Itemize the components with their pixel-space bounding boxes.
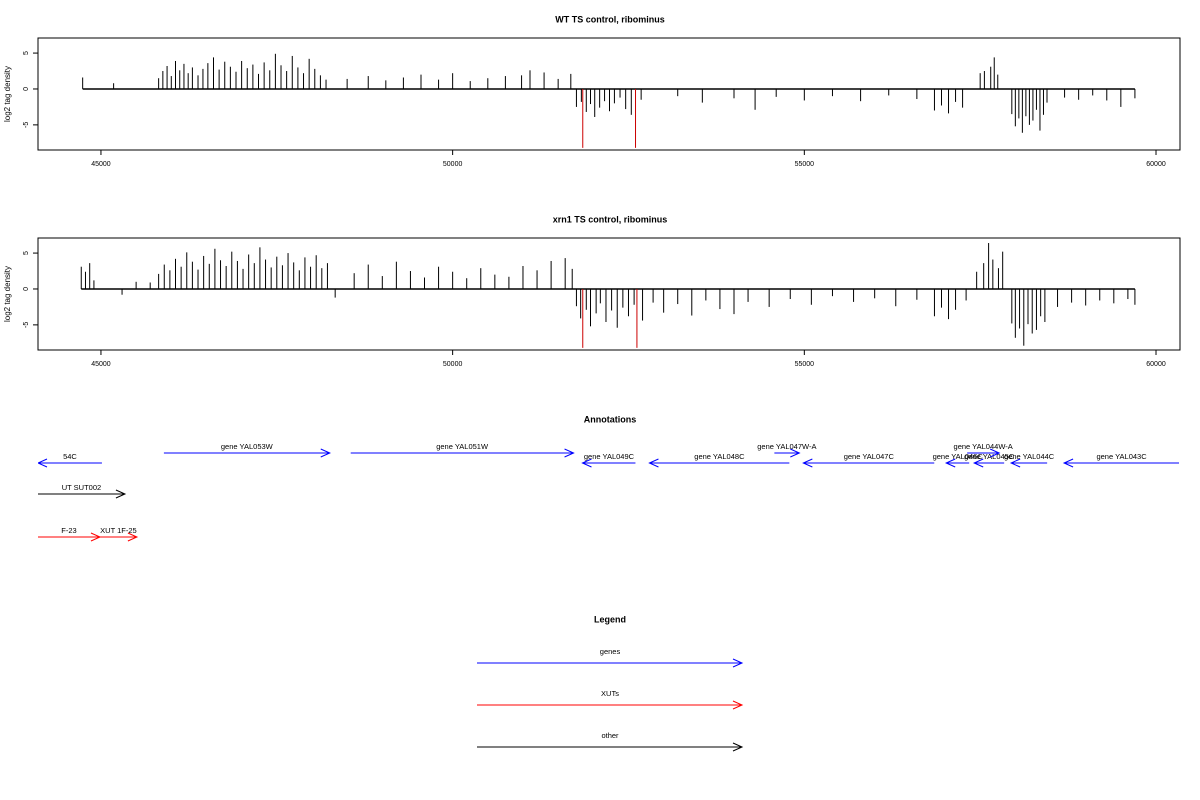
annotations-title: Annotations (584, 414, 637, 424)
y-tick-label: -5 (23, 322, 30, 328)
feature-label: gene YAL048C (694, 452, 745, 461)
feature-label: 54C (63, 452, 77, 461)
arrow-head (581, 458, 592, 468)
x-tick-label: 45000 (91, 161, 111, 168)
arrow-head (790, 448, 801, 458)
x-tick-label: 60000 (1146, 161, 1166, 168)
arrow-head (732, 658, 744, 668)
arrow-head (320, 448, 331, 458)
y-axis-label: log2 tag density (3, 266, 12, 322)
arrow-head (732, 700, 744, 710)
arrow-head (127, 532, 139, 542)
feature-label: F-23 (61, 526, 76, 535)
feature-label: gene YAL049C (584, 452, 635, 461)
arrow-head (802, 458, 813, 468)
x-tick-label: 45000 (91, 361, 111, 368)
arrow-head (38, 458, 48, 468)
arrow-head (115, 489, 127, 499)
y-tick-label: 0 (23, 287, 30, 291)
chart-title: xrn1 TS control, ribominus (553, 214, 668, 224)
arrow-head (1062, 458, 1074, 468)
feature-label: gene YAL045C (964, 452, 1015, 461)
arrow-head (944, 458, 956, 468)
feature-label: gene YAL051W (436, 442, 489, 451)
y-tick-label: -5 (23, 122, 30, 128)
legend-label: genes (600, 647, 621, 656)
arrow-head (732, 742, 744, 752)
x-tick-label: 60000 (1146, 361, 1166, 368)
feature-label: gene YAL046C (933, 452, 984, 461)
arrow-head (1009, 458, 1021, 468)
feature-label: gene YAL043C (1096, 452, 1147, 461)
x-tick-label: 50000 (443, 361, 463, 368)
feature-label: gene YAL053W (221, 442, 274, 451)
legend-label: XUTs (601, 689, 619, 698)
legend-title: Legend (594, 614, 626, 624)
arrow-head (648, 458, 659, 468)
annotation-track: 54C gene YAL053W gene YAL051W gene YAL049C g… (38, 442, 1180, 542)
plot-frame (37, 237, 1181, 351)
feature-label: gene YAL047W-A (757, 442, 816, 451)
feature-label: gene YAL044W-A (954, 442, 1013, 451)
y-axis-label: log2 tag density (3, 66, 12, 122)
feature-label: UT SUT002 (62, 483, 101, 492)
y-tick-label: 5 (23, 251, 30, 255)
y-tick-label: 5 (23, 51, 30, 55)
arrow-head (989, 448, 1001, 458)
feature-label: gene YAL047C (844, 452, 895, 461)
x-tick-label: 55000 (795, 161, 815, 168)
legend-label: other (601, 731, 619, 740)
feature-label: gene YAL044C (1004, 452, 1055, 461)
chart-title: WT TS control, ribominus (555, 14, 665, 24)
x-tick-label: 55000 (795, 361, 815, 368)
arrow-head (972, 458, 984, 468)
plot-frame (37, 37, 1181, 151)
arrow-head (564, 448, 575, 458)
x-tick-label: 50000 (443, 161, 463, 168)
feature-label: XUT 1F-25 (100, 526, 137, 535)
y-tick-label: 0 (23, 87, 30, 91)
